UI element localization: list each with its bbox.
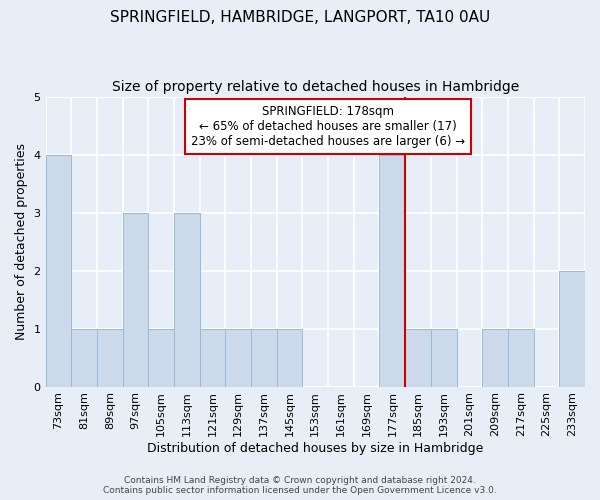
- Bar: [226, 328, 251, 386]
- Bar: [482, 328, 508, 386]
- Bar: [174, 212, 200, 386]
- Bar: [46, 154, 71, 386]
- Bar: [122, 212, 148, 386]
- Bar: [97, 328, 122, 386]
- Bar: [200, 328, 226, 386]
- Text: SPRINGFIELD: 178sqm
← 65% of detached houses are smaller (17)
23% of semi-detach: SPRINGFIELD: 178sqm ← 65% of detached ho…: [191, 106, 465, 148]
- Text: Contains HM Land Registry data © Crown copyright and database right 2024.
Contai: Contains HM Land Registry data © Crown c…: [103, 476, 497, 495]
- Title: Size of property relative to detached houses in Hambridge: Size of property relative to detached ho…: [112, 80, 519, 94]
- Bar: [277, 328, 302, 386]
- Bar: [508, 328, 533, 386]
- Bar: [148, 328, 174, 386]
- Bar: [251, 328, 277, 386]
- X-axis label: Distribution of detached houses by size in Hambridge: Distribution of detached houses by size …: [147, 442, 484, 455]
- Bar: [379, 154, 405, 386]
- Bar: [405, 328, 431, 386]
- Text: SPRINGFIELD, HAMBRIDGE, LANGPORT, TA10 0AU: SPRINGFIELD, HAMBRIDGE, LANGPORT, TA10 0…: [110, 10, 490, 25]
- Bar: [71, 328, 97, 386]
- Y-axis label: Number of detached properties: Number of detached properties: [15, 143, 28, 340]
- Bar: [559, 270, 585, 386]
- Bar: [431, 328, 457, 386]
